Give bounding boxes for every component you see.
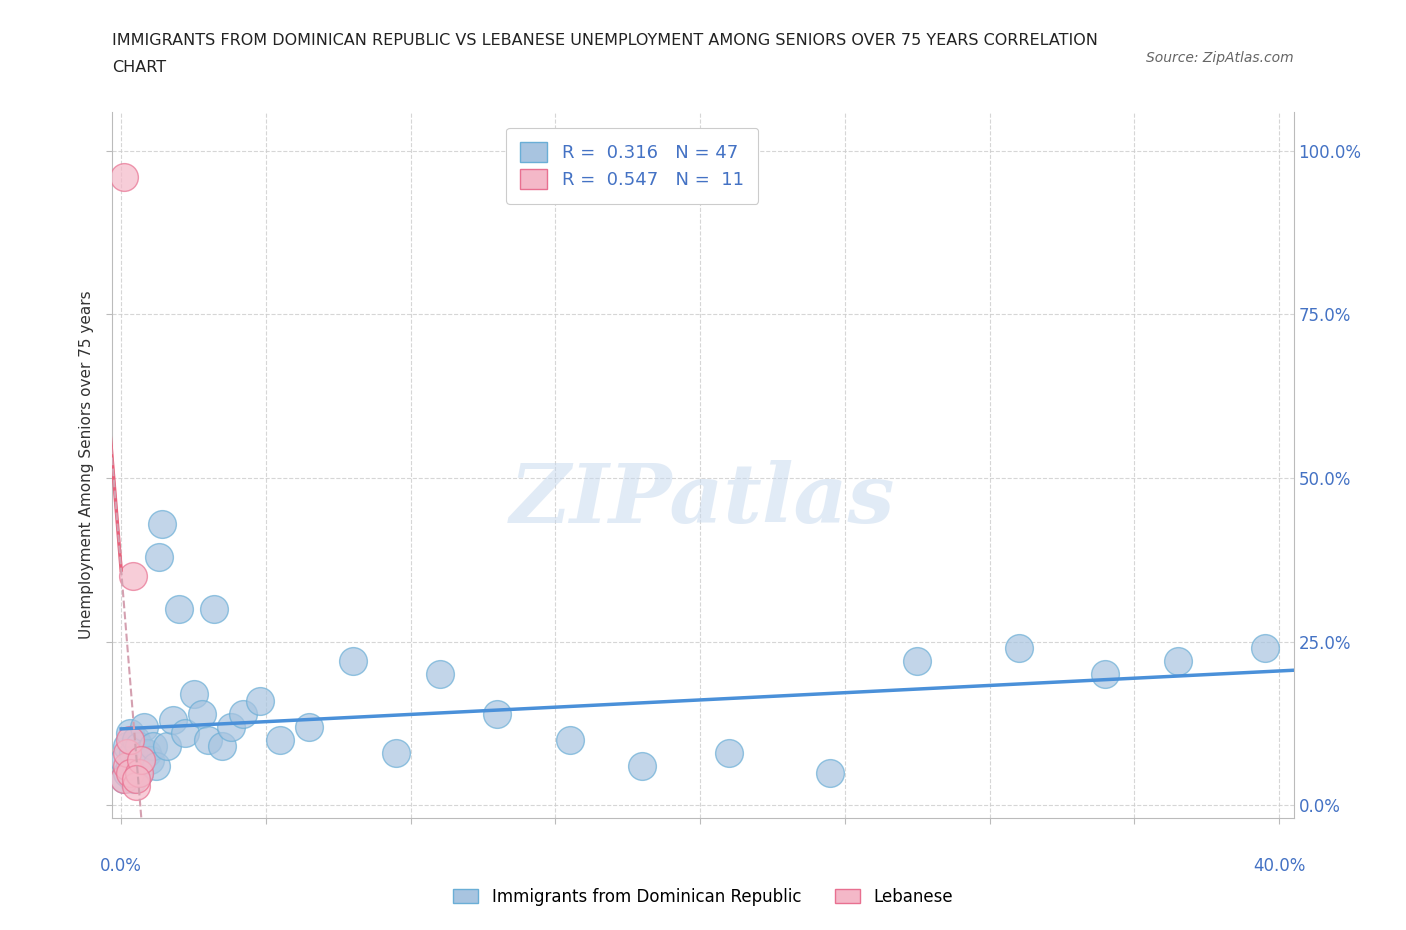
Text: IMMIGRANTS FROM DOMINICAN REPUBLIC VS LEBANESE UNEMPLOYMENT AMONG SENIORS OVER 7: IMMIGRANTS FROM DOMINICAN REPUBLIC VS LE… [112, 33, 1098, 47]
Point [128, 739, 150, 754]
Point [820, 765, 842, 780]
Point [124, 778, 146, 793]
Point [558, 733, 581, 748]
Point [131, 752, 153, 767]
Point [1253, 641, 1275, 656]
Text: 0.0%: 0.0% [100, 857, 142, 875]
Text: 40.0%: 40.0% [1253, 857, 1305, 875]
Legend: Immigrants from Dominican Republic, Lebanese: Immigrants from Dominican Republic, Leba… [447, 881, 959, 912]
Point [342, 654, 364, 669]
Point [1007, 641, 1029, 656]
Point [115, 739, 138, 754]
Point [183, 686, 205, 701]
Point [173, 726, 195, 741]
Point [197, 733, 219, 748]
Point [191, 706, 214, 721]
Point [115, 759, 138, 774]
Point [486, 706, 509, 721]
Point [139, 752, 162, 767]
Point [905, 654, 928, 669]
Point [112, 169, 135, 184]
Text: CHART: CHART [112, 60, 166, 75]
Point [112, 752, 135, 767]
Point [136, 746, 159, 761]
Point [429, 667, 451, 682]
Text: ZIPatlas: ZIPatlas [510, 460, 896, 540]
Point [118, 733, 141, 748]
Point [1167, 654, 1189, 669]
Point [131, 752, 153, 767]
Point [121, 772, 143, 787]
Point [124, 733, 146, 748]
Point [718, 746, 741, 761]
Point [118, 765, 141, 780]
Point [1094, 667, 1116, 682]
Point [115, 765, 138, 780]
Point [156, 739, 179, 754]
Point [121, 746, 143, 761]
Point [128, 765, 150, 780]
Point [124, 759, 146, 774]
Point [211, 739, 233, 754]
Point [219, 719, 242, 734]
Point [148, 550, 170, 565]
Legend: R =  0.316   N = 47, R =  0.547   N =  11: R = 0.316 N = 47, R = 0.547 N = 11 [506, 127, 758, 204]
Point [134, 719, 156, 734]
Point [142, 739, 165, 754]
Point [121, 569, 143, 584]
Point [202, 602, 225, 617]
Point [118, 759, 141, 774]
Point [118, 726, 141, 741]
Point [112, 772, 135, 787]
Point [298, 719, 321, 734]
Point [269, 733, 291, 748]
Point [232, 706, 254, 721]
Text: Source: ZipAtlas.com: Source: ZipAtlas.com [1146, 51, 1294, 65]
Point [112, 772, 135, 787]
Point [385, 746, 408, 761]
Y-axis label: Unemployment Among Seniors over 75 years: Unemployment Among Seniors over 75 years [79, 291, 94, 639]
Point [115, 746, 138, 761]
Point [249, 693, 271, 708]
Point [631, 759, 654, 774]
Point [124, 772, 146, 787]
Point [128, 765, 150, 780]
Point [150, 516, 173, 531]
Point [162, 712, 184, 727]
Point [145, 759, 167, 774]
Point [167, 602, 190, 617]
